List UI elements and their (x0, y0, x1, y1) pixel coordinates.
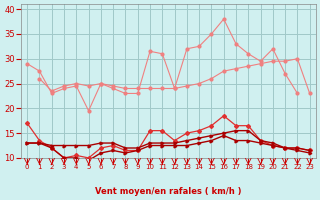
X-axis label: Vent moyen/en rafales ( km/h ): Vent moyen/en rafales ( km/h ) (95, 187, 242, 196)
